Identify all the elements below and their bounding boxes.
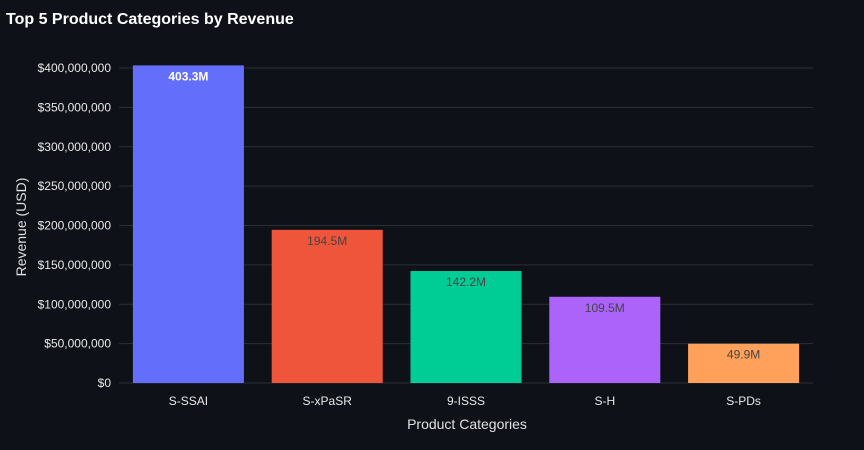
y-tick-label: $300,000,000	[38, 140, 112, 154]
chart-title: Top 5 Product Categories by Revenue	[6, 11, 294, 28]
y-tick-label: $250,000,000	[38, 179, 112, 193]
bar-s-pds[interactable]	[688, 343, 800, 383]
x-axis-ticks: S-SSAI S-xPaSR 9-ISSS S-H S-PDs	[169, 394, 761, 408]
y-tick-label: $400,000,000	[38, 61, 112, 75]
y-tick-label: $150,000,000	[38, 258, 112, 272]
x-tick-label: S-xPaSR	[303, 394, 353, 408]
bar-9-isss[interactable]	[410, 271, 522, 383]
x-tick-label: S-H	[594, 394, 615, 408]
x-tick-label: 9-ISSS	[447, 394, 485, 408]
y-tick-label: $350,000,000	[38, 100, 112, 114]
y-axis-ticks: $0 $50,000,000 $100,000,000 $150,000,000 $20…	[38, 61, 112, 390]
y-tick-label: $0	[98, 376, 112, 390]
data-label: 403.3M	[168, 69, 208, 83]
y-axis-title: Revenue (USD)	[13, 178, 29, 277]
x-tick-label: S-SSAI	[169, 394, 208, 408]
y-tick-label: $200,000,000	[38, 219, 112, 233]
data-label: 49.9M	[727, 348, 760, 362]
y-tick-label: $100,000,000	[38, 297, 112, 311]
data-label: 194.5M	[307, 234, 347, 248]
bar-s-h[interactable]	[549, 296, 661, 383]
data-label: 109.5M	[585, 301, 625, 315]
y-tick-label: $50,000,000	[44, 337, 111, 351]
bars	[132, 65, 800, 384]
data-label: 142.2M	[446, 275, 486, 289]
x-axis-title: Product Categories	[407, 416, 527, 432]
bar-s-ssai[interactable]	[132, 65, 244, 384]
x-tick-label: S-PDs	[726, 394, 761, 408]
data-labels: 403.3M 194.5M 142.2M 109.5M 49.9M	[168, 69, 760, 361]
bar-s-xpasr[interactable]	[271, 229, 383, 383]
